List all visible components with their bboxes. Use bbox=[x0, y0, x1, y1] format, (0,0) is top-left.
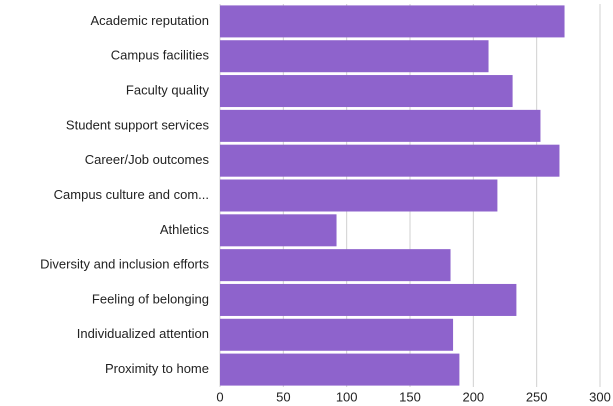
bar bbox=[220, 144, 560, 177]
y-tick-label: Academic reputation bbox=[90, 13, 209, 28]
bar bbox=[220, 179, 498, 212]
x-tick-label: 300 bbox=[589, 389, 611, 404]
y-tick-label: Campus facilities bbox=[111, 48, 210, 63]
x-tick-label: 100 bbox=[336, 389, 358, 404]
bar bbox=[220, 75, 513, 108]
x-tick-label: 250 bbox=[526, 389, 548, 404]
y-tick-label: Student support services bbox=[66, 117, 210, 132]
bar bbox=[220, 109, 541, 142]
y-tick-label: Campus culture and com... bbox=[54, 187, 209, 202]
x-tick-label: 50 bbox=[276, 389, 290, 404]
bar bbox=[220, 5, 565, 38]
bar bbox=[220, 318, 454, 351]
x-tick-label: 0 bbox=[216, 389, 223, 404]
x-tick-label: 150 bbox=[399, 389, 421, 404]
y-tick-label: Diversity and inclusion efforts bbox=[40, 257, 209, 272]
x-tick-label: 200 bbox=[462, 389, 484, 404]
y-tick-label: Proximity to home bbox=[105, 361, 209, 376]
bar bbox=[220, 249, 451, 282]
bar bbox=[220, 40, 489, 73]
y-tick-label: Individualized attention bbox=[77, 326, 209, 341]
y-tick-label: Athletics bbox=[160, 222, 210, 237]
bar bbox=[220, 353, 460, 386]
y-tick-label: Feeling of belonging bbox=[92, 291, 209, 306]
y-tick-label: Faculty quality bbox=[126, 82, 210, 97]
y-tick-label: Career/Job outcomes bbox=[85, 152, 210, 167]
bar bbox=[220, 214, 337, 247]
bar bbox=[220, 283, 517, 316]
